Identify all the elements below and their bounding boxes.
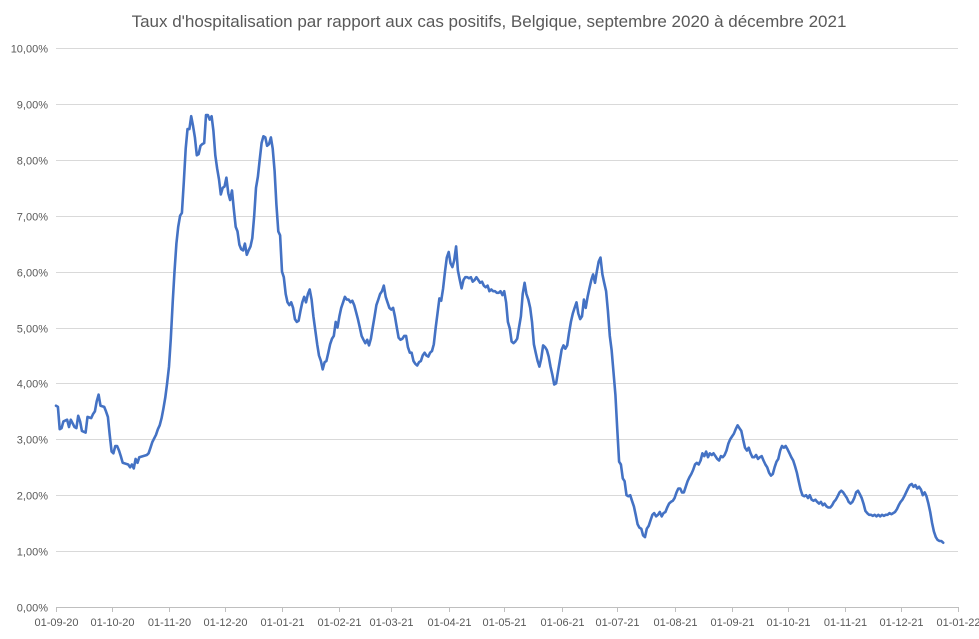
x-tick-label: 01-06-21 [540, 617, 584, 629]
x-tick-label: 01-09-20 [34, 617, 78, 629]
x-tick-label: 01-10-21 [766, 617, 810, 629]
y-tick-label: 10,00% [11, 44, 49, 56]
x-tick-label: 01-12-20 [203, 617, 247, 629]
x-tick-label: 01-09-21 [710, 617, 754, 629]
x-tick-label: 01-05-21 [482, 617, 526, 629]
y-tick-label: 2,00% [17, 491, 48, 503]
y-tick-label: 0,00% [17, 603, 48, 615]
y-tick-label: 7,00% [17, 212, 48, 224]
series-line-0 [54, 113, 945, 544]
x-tick-label: 01-11-21 [824, 617, 867, 629]
y-axis-tick-labels: 0,00% 1,00% 2,00% 3,00% 4,00% 5,00% 6,00% 7,00%… [11, 44, 49, 615]
y-tick-label: 4,00% [17, 379, 48, 391]
y-tick-label: 8,00% [17, 156, 48, 168]
chart-title: Taux d'hospitalisation par rapport aux c… [132, 12, 847, 31]
x-tick-label: 01-03-21 [369, 617, 413, 629]
y-tick-label: 1,00% [17, 547, 48, 559]
x-tick-label: 01-01-21 [260, 617, 304, 629]
x-axis-tick-labels: 01-09-20 01-10-20 01-11-20 01-12-20 01-01-21… [34, 607, 979, 629]
y-tick-label: 6,00% [17, 268, 48, 280]
y-tick-label: 9,00% [17, 100, 48, 112]
y-tick-label: 3,00% [17, 435, 48, 447]
y-tick-label: 5,00% [17, 324, 48, 336]
x-tick-label: 01-12-21 [879, 617, 923, 629]
x-tick-label: 01-10-20 [90, 617, 134, 629]
x-tick-label: 01-07-21 [595, 617, 639, 629]
series-layer [54, 113, 945, 544]
x-tick-label: 01-11-20 [148, 617, 191, 629]
x-tick-label: 01-08-21 [653, 617, 697, 629]
x-tick-label: 01-02-21 [317, 617, 361, 629]
x-tick-label: 01-04-21 [427, 617, 471, 629]
x-tick-label: 01-01-22 [936, 617, 979, 629]
gridlines [56, 48, 958, 608]
